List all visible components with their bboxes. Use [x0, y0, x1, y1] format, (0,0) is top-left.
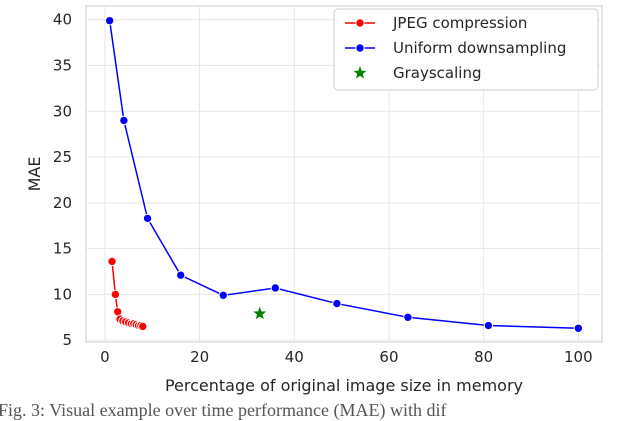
data-point [175, 270, 186, 280]
x-tick-label: 80 [474, 348, 493, 366]
legend-label-uniform: Uniform downsampling [393, 39, 566, 57]
data-point [218, 290, 228, 301]
y-tick-label: 40 [53, 11, 72, 29]
legend-marker-grayscaling [351, 63, 369, 81]
y-tick-label: 30 [53, 102, 72, 120]
legend-label-jpeg: JPEG compression [392, 14, 527, 32]
x-tick-label: 100 [564, 348, 593, 366]
data-point [119, 115, 129, 126]
x-tick-label: 40 [285, 348, 304, 366]
x-tick-label: 0 [100, 348, 110, 366]
x-tick-labels: 0 20 40 60 80 100 [100, 348, 592, 366]
legend-marker-uniform [355, 43, 365, 53]
data-point [107, 256, 117, 267]
series-1 [104, 15, 584, 333]
y-tick-label: 10 [53, 285, 72, 303]
x-tick-label: 20 [190, 348, 209, 366]
legend-marker-jpeg [355, 18, 365, 28]
x-axis-label: Percentage of original image size in mem… [165, 376, 523, 395]
series-0 [107, 256, 148, 332]
series-layer [104, 15, 584, 333]
legend-label-grayscaling: Grayscaling [393, 64, 481, 82]
data-point [138, 321, 148, 332]
data-point [104, 15, 115, 26]
data-point-star [251, 304, 269, 322]
data-point [332, 298, 342, 309]
series-2 [251, 304, 269, 322]
x-tick-label: 60 [379, 348, 398, 366]
y-tick-label: 25 [53, 148, 72, 166]
data-point [573, 323, 584, 333]
y-axis-label: MAE [25, 157, 44, 192]
series-line [108, 20, 579, 330]
figure-caption: Fig. 3: Visual example over time perform… [0, 400, 446, 421]
data-point [110, 289, 121, 300]
data-point [483, 320, 494, 331]
data-point [403, 312, 413, 322]
y-tick-labels: 5 10 15 20 25 30 35 40 [53, 11, 72, 349]
data-point [142, 213, 153, 224]
legend-box [333, 8, 599, 91]
y-tick-label: 15 [53, 240, 72, 258]
y-tick-label: 20 [53, 194, 72, 212]
y-tick-label: 5 [62, 331, 72, 349]
data-point [270, 283, 281, 293]
legend: JPEG compression Uniform downsampling Gr… [333, 8, 599, 91]
y-tick-label: 35 [53, 57, 72, 75]
